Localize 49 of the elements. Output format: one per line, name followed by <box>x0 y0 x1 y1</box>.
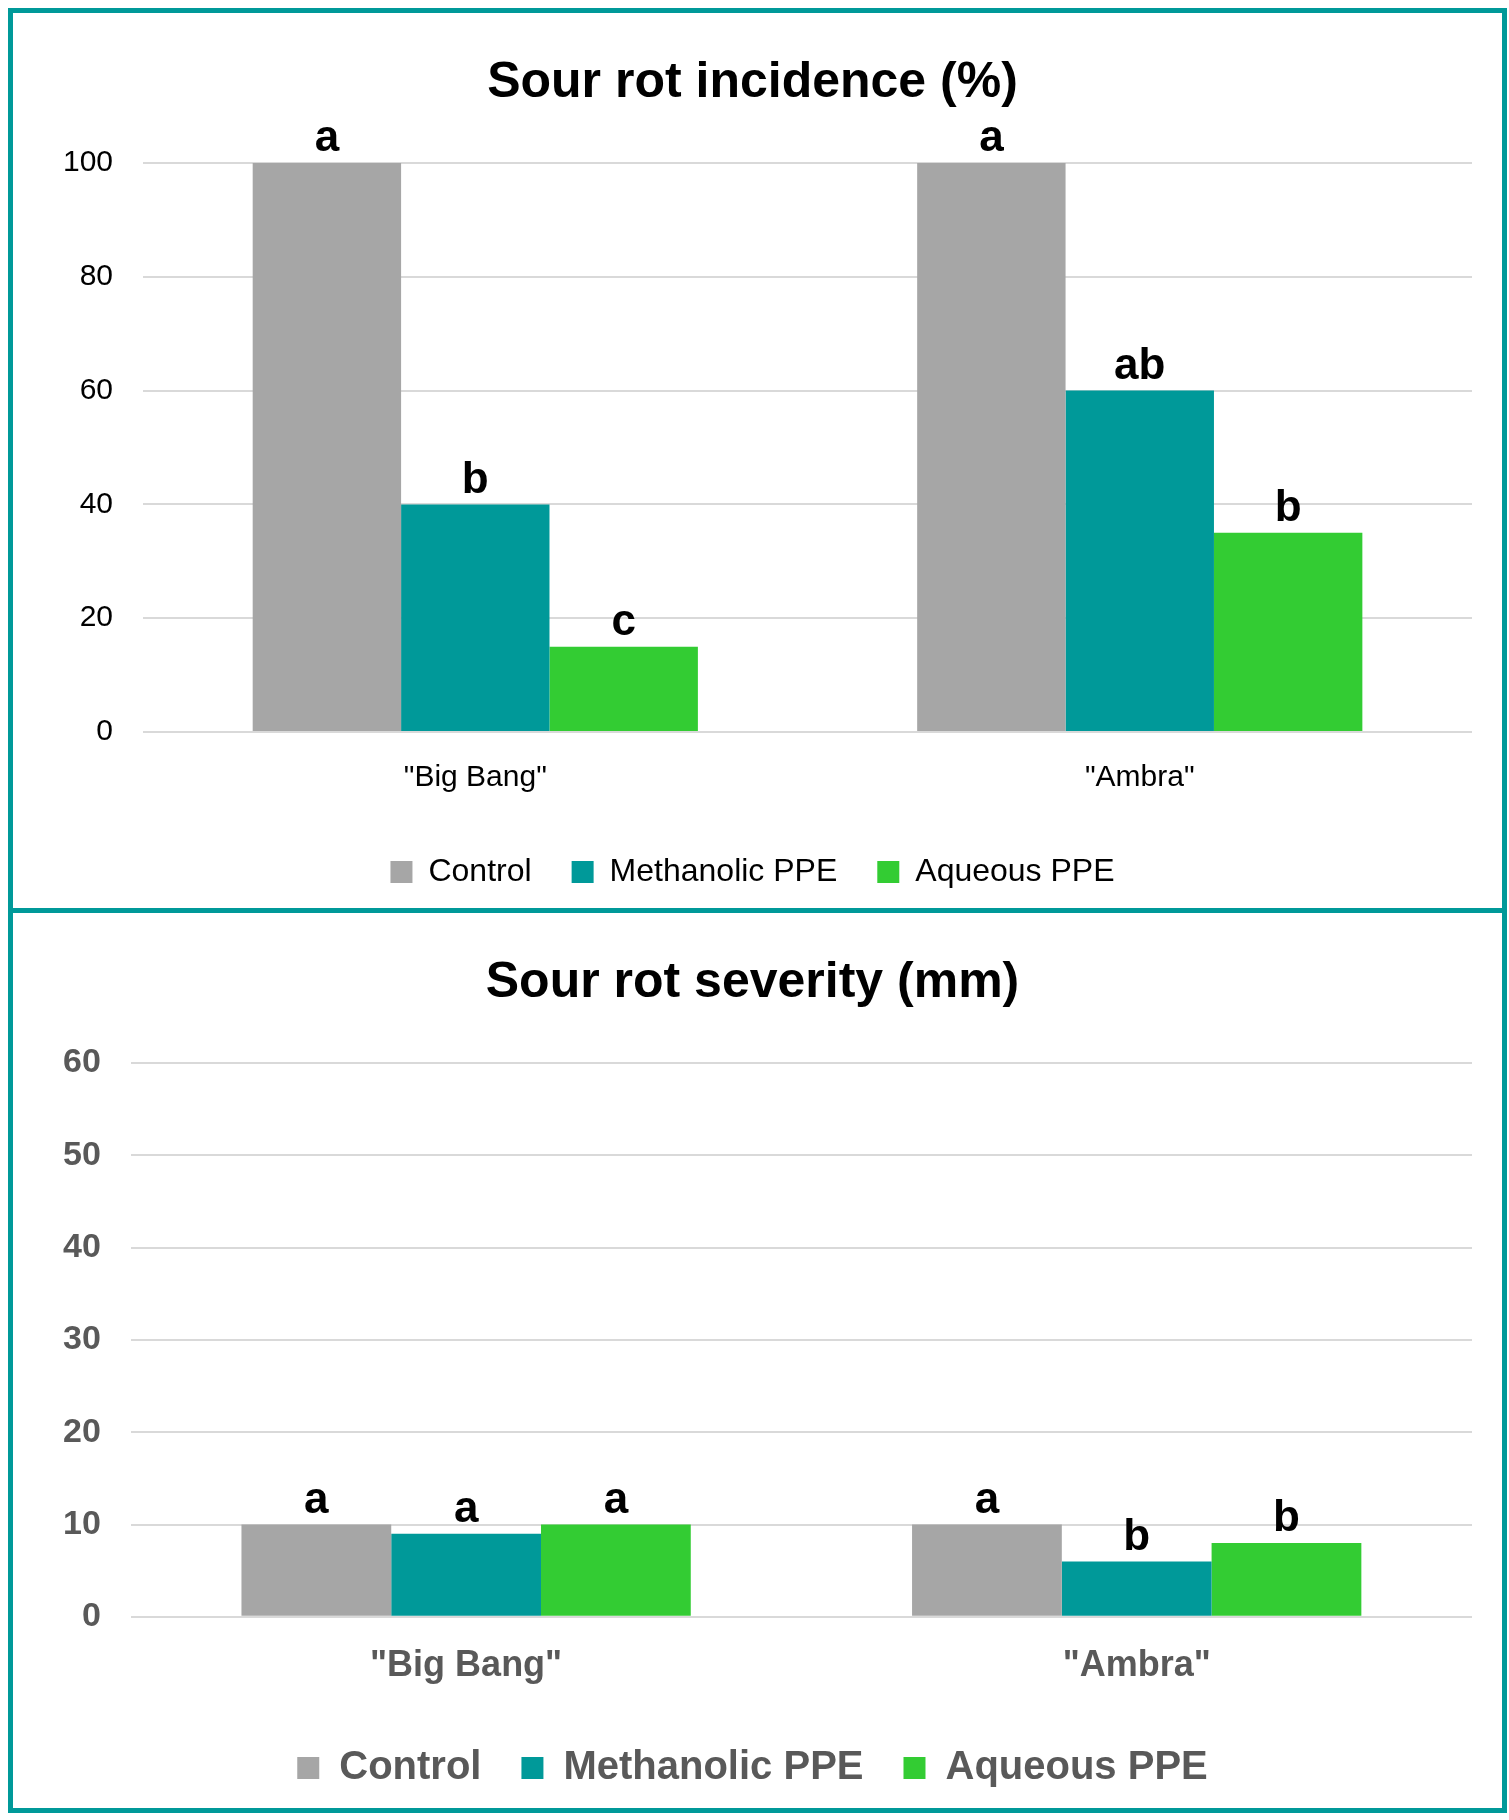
legend-label: Methanolic PPE <box>609 851 838 888</box>
bar <box>1061 1561 1212 1616</box>
data-label: a <box>603 1472 629 1522</box>
legend-label: Control <box>428 851 532 888</box>
bar <box>1213 532 1363 731</box>
legend-label: Aqueous PPE <box>915 851 1115 888</box>
data-label: b <box>1273 1491 1300 1541</box>
bar <box>241 1524 392 1616</box>
bar <box>401 504 550 731</box>
y-tick-label: 20 <box>62 1410 101 1449</box>
bar <box>549 646 698 731</box>
y-tick-label: 0 <box>96 713 114 747</box>
data-label: a <box>314 111 340 161</box>
bar <box>917 163 1066 731</box>
y-tick-label: 60 <box>62 1041 101 1080</box>
x-tick-label: "Ambra" <box>1062 1643 1211 1685</box>
y-tick-label: 30 <box>62 1318 101 1357</box>
data-label: a <box>974 1472 1000 1522</box>
data-label: a <box>979 111 1005 161</box>
bar <box>1065 390 1214 731</box>
x-tick-label: "Big Bang" <box>403 759 547 793</box>
bar <box>1211 1542 1362 1616</box>
y-tick-label: 10 <box>62 1502 101 1541</box>
data-label: c <box>611 594 636 644</box>
legend-label: Aqueous PPE <box>945 1743 1208 1788</box>
data-label: a <box>453 1481 479 1531</box>
chart-title: Sour rot incidence (%) <box>487 51 1018 108</box>
chart-title: Sour rot severity (mm) <box>485 951 1020 1008</box>
bar <box>252 163 402 731</box>
x-tick-label: "Ambra" <box>1084 759 1195 793</box>
legend-label: Methanolic PPE <box>563 1743 864 1788</box>
y-tick-label: 40 <box>62 1225 101 1264</box>
y-tick-label: 40 <box>79 485 114 519</box>
y-tick-label: 0 <box>81 1595 101 1634</box>
data-label: a <box>304 1472 330 1522</box>
data-label: ab <box>1114 338 1166 388</box>
bar <box>391 1533 541 1616</box>
data-label: b <box>1274 480 1302 530</box>
data-label: b <box>1123 1509 1151 1559</box>
data-label: b <box>461 452 489 502</box>
legend-label: Control <box>339 1743 482 1788</box>
y-tick-label: 80 <box>79 258 114 292</box>
y-tick-label: 100 <box>62 144 114 178</box>
y-tick-label: 20 <box>79 599 114 633</box>
y-tick-label: 50 <box>62 1133 101 1172</box>
bar <box>541 1524 691 1616</box>
bar <box>912 1524 1062 1616</box>
y-tick-label: 60 <box>79 371 114 405</box>
x-tick-label: "Big Bang" <box>370 1643 563 1685</box>
